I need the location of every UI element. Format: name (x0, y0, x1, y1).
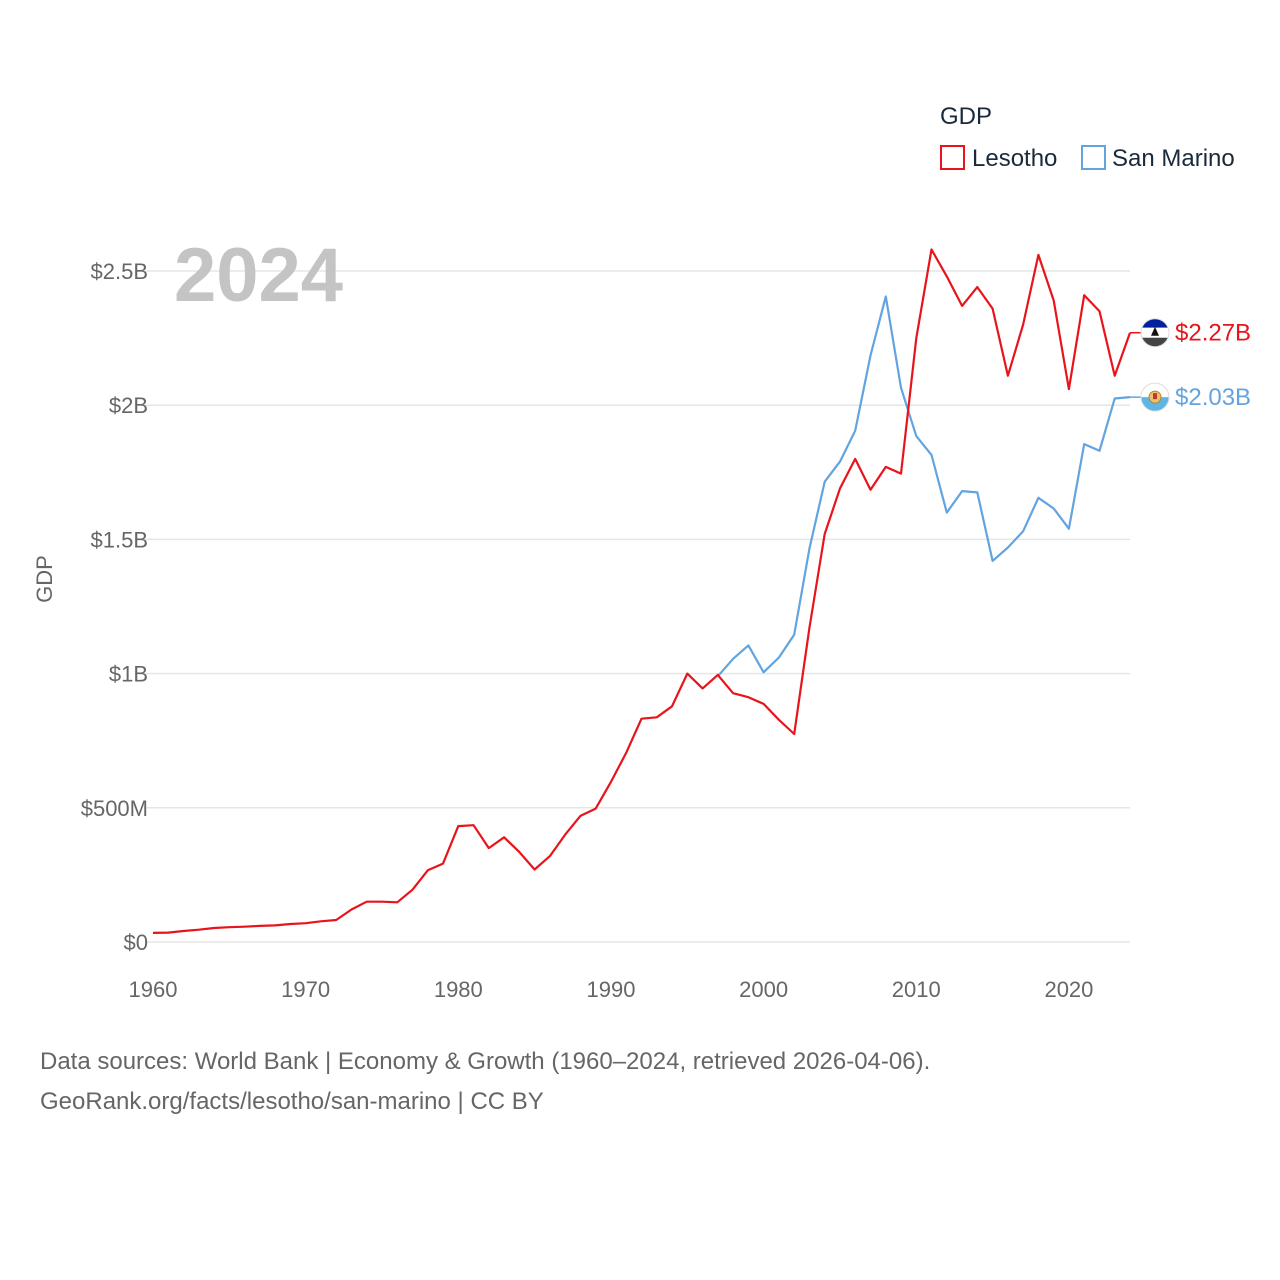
end-markers: $2.27B $2.03B (1130, 318, 1251, 412)
y-axis-label: GDP (32, 555, 57, 603)
x-tick-label: 1970 (281, 977, 330, 1002)
y-tick-label: $0 (124, 930, 148, 955)
x-tick-label: 2000 (739, 977, 788, 1002)
legend-swatch-san-marino[interactable] (1081, 145, 1106, 170)
y-tick-label: $1B (109, 662, 148, 687)
lesotho-flag-icon (1140, 318, 1170, 348)
x-tick-label: 1990 (586, 977, 635, 1002)
x-axis: 1960 1970 1980 1990 2000 2010 2020 (129, 977, 1094, 1002)
y-tick-label: $2.5B (91, 259, 149, 284)
series-line-san-marino[interactable] (716, 295, 1131, 678)
year-label: 2024 (174, 233, 343, 318)
legend-label-san-marino[interactable]: San Marino (1112, 145, 1235, 172)
grid-lines (145, 270, 1130, 943)
source-line-1: Data sources: World Bank | Economy & Gro… (40, 1048, 931, 1075)
series-lines (152, 248, 1132, 934)
x-tick-label: 1960 (129, 977, 178, 1002)
y-tick-label: $500M (81, 796, 148, 821)
y-tick-label: $1.5B (91, 527, 149, 552)
legend-label-lesotho[interactable]: Lesotho (972, 145, 1057, 172)
end-value-label-san-marino: $2.03B (1175, 384, 1251, 411)
y-axis: $0 $500M $1B $1.5B $2B $2.5B (81, 259, 148, 955)
legend-swatch-lesotho[interactable] (940, 145, 965, 170)
y-tick-label: $2B (109, 393, 148, 418)
legend[interactable]: GDP Lesotho San Marino (940, 103, 1235, 172)
legend-title: GDP (940, 103, 992, 130)
end-value-label-lesotho: $2.27B (1175, 320, 1251, 347)
series-line-lesotho[interactable] (152, 248, 1132, 934)
san-marino-flag-icon (1140, 382, 1170, 412)
x-tick-label: 2010 (892, 977, 941, 1002)
x-tick-label: 2020 (1044, 977, 1093, 1002)
x-tick-label: 1980 (434, 977, 483, 1002)
source-line-2[interactable]: GeoRank.org/facts/lesotho/san-marino | C… (40, 1088, 544, 1115)
source-note: Data sources: World Bank | Economy & Gro… (40, 1042, 930, 1122)
